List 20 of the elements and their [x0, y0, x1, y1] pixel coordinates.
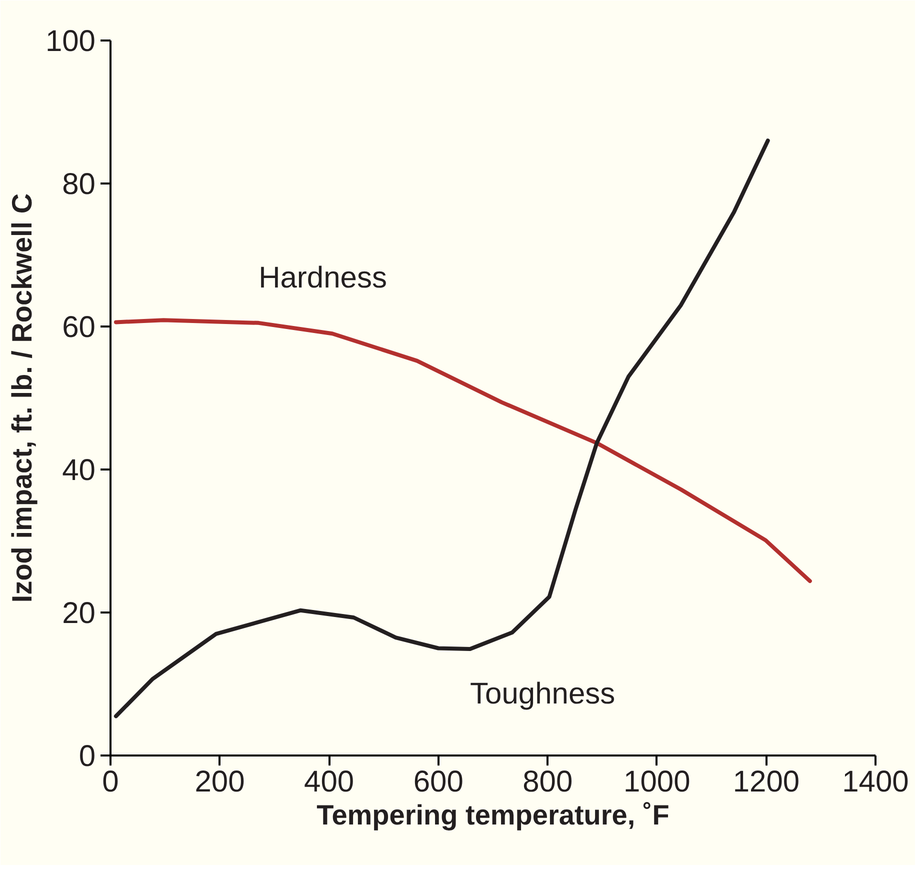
y-axis-title: Izod impact, ft. lb. / Rockwell C: [6, 193, 38, 603]
line-series: [114, 318, 812, 584]
x-tick-label: 1400: [842, 766, 909, 798]
x-tick-label: 1200: [732, 766, 800, 798]
x-tick-label: 200: [194, 766, 245, 798]
line-series: [114, 138, 770, 718]
y-tick-label: 100: [45, 25, 96, 58]
y-tick-label: 60: [62, 311, 96, 344]
y-tick-label: 20: [62, 597, 96, 630]
y-tick-label: 40: [62, 454, 96, 487]
y-tick-label: 80: [62, 168, 96, 201]
x-tick-label: 600: [413, 766, 464, 798]
series-label: Toughness: [470, 678, 616, 711]
x-axis-title: Tempering temperature, ˚F: [316, 800, 670, 830]
x-tick-label: 800: [522, 766, 573, 798]
x-tick-label: 1000: [624, 766, 690, 798]
series-label: Hardness: [258, 261, 387, 294]
y-tick-label: 0: [78, 740, 96, 773]
x-tick-label: 400: [304, 766, 354, 798]
x-tick-label: 0: [102, 766, 119, 798]
